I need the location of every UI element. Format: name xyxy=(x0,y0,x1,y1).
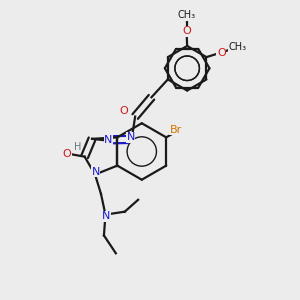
Text: CH₃: CH₃ xyxy=(229,42,247,52)
Text: O: O xyxy=(119,106,128,116)
Text: N: N xyxy=(92,167,100,176)
Text: H: H xyxy=(74,142,81,152)
Text: O: O xyxy=(217,48,226,58)
Text: O: O xyxy=(182,26,191,36)
Text: N: N xyxy=(127,132,135,142)
Text: CH₃: CH₃ xyxy=(178,11,196,20)
Text: N: N xyxy=(102,211,110,221)
Text: Br: Br xyxy=(170,125,182,135)
Text: N: N xyxy=(104,135,112,145)
Text: O: O xyxy=(62,149,71,159)
